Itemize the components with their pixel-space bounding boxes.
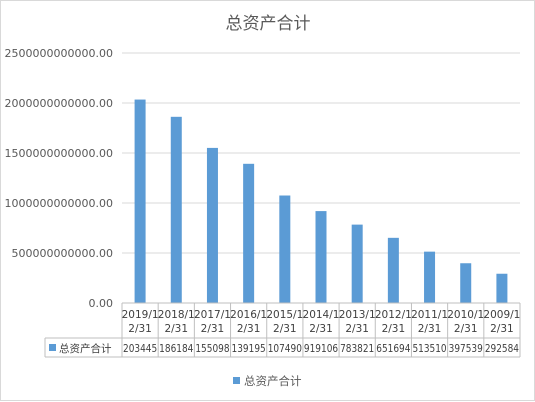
y-tick-label: 1500000000000.00: [5, 147, 113, 160]
bar: [387, 237, 399, 303]
y-axis-ticks: 0.00 500000000000.00 1000000000000.00 15000…: [5, 47, 113, 310]
bar: [424, 251, 436, 303]
legend-label: 总资产合计: [244, 374, 302, 388]
bar: [134, 99, 146, 304]
x-tick-label: 2/31: [418, 323, 442, 335]
x-tick-label: 2016/1: [230, 309, 267, 321]
x-tick-label: 2019/1: [122, 309, 159, 321]
legend: 总资产合计: [233, 374, 302, 388]
x-tick-label: 2018/1: [158, 309, 195, 321]
x-tick-label: 2/31: [273, 323, 297, 335]
data-label: 292584: [485, 343, 519, 355]
bar: [206, 147, 218, 303]
data-label: 783821: [340, 343, 374, 355]
data-label: 107490: [268, 343, 302, 355]
x-tick-label: 2/31: [201, 323, 225, 335]
data-label: 186184: [159, 343, 193, 355]
data-label: 919106: [304, 343, 338, 355]
bar: [460, 263, 472, 303]
x-tick-label: 2012/1: [375, 309, 412, 321]
x-tick-label: 2/31: [237, 323, 261, 335]
y-tick-label: 0.00: [89, 297, 114, 310]
bars: [134, 99, 508, 304]
bar: [170, 116, 182, 303]
bar: [496, 273, 508, 303]
x-tick-label: 2/31: [309, 323, 333, 335]
y-tick-label: 2000000000000.00: [5, 97, 113, 110]
y-tick-label: 1000000000000.00: [5, 197, 113, 210]
bar: [243, 163, 255, 303]
x-tick-label: 2011/1: [411, 309, 448, 321]
chart-title: 总资产合计: [226, 14, 311, 34]
data-label: 651694: [376, 343, 410, 355]
bar: [315, 211, 327, 303]
x-tick-label: 2/31: [490, 323, 514, 335]
bar: [279, 195, 291, 303]
legend-swatch: [233, 377, 240, 384]
data-label: 139195: [232, 343, 266, 355]
x-tick-label: 2014/1: [303, 309, 340, 321]
x-tick-label: 2/31: [454, 323, 478, 335]
data-label: 155098: [195, 343, 229, 355]
y-tick-label: 2500000000000.00: [5, 47, 113, 60]
table-series-name: 总资产合计: [59, 342, 112, 355]
x-tick-label: 2/31: [382, 323, 406, 335]
table-series-swatch: [49, 344, 56, 351]
x-tick-label: 2015/1: [266, 309, 303, 321]
x-tick-label: 2017/1: [194, 309, 231, 321]
y-tick-label: 500000000000.00: [12, 247, 113, 260]
data-label: 203445: [123, 343, 157, 355]
x-tick-label: 2/31: [345, 323, 369, 335]
x-tick-label: 2013/1: [339, 309, 376, 321]
x-tick-label: 2/31: [164, 323, 188, 335]
x-tick-label: 2/31: [128, 323, 152, 335]
x-tick-label: 2010/1: [447, 309, 484, 321]
data-label: 397539: [449, 343, 483, 355]
x-tick-label: 2009/1: [483, 309, 520, 321]
bar: [351, 224, 363, 303]
data-label: 513510: [412, 343, 446, 355]
data-table: 2019/1 2/31 203445 2018/1 2/31 186184 2017/1 2/…: [44, 302, 521, 358]
